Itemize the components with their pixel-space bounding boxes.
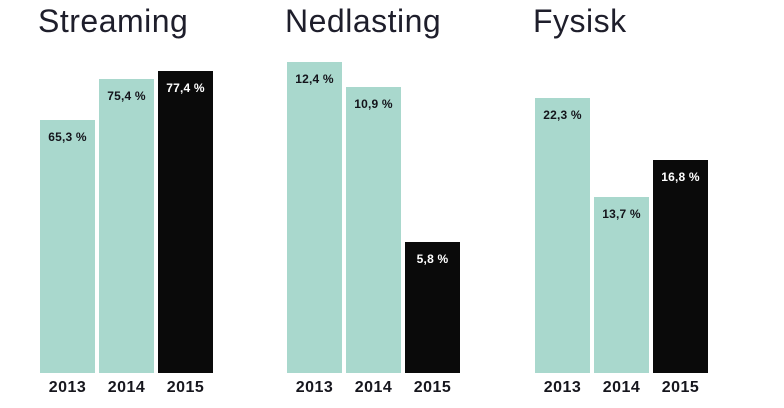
bar-nedlasting-2014: 10,9 % bbox=[346, 87, 401, 373]
bar-value-label: 77,4 % bbox=[166, 81, 205, 95]
bar-value-label: 22,3 % bbox=[543, 108, 582, 122]
bar-column-streaming-2015: 77,4 % 2015 bbox=[158, 0, 213, 408]
bar-value-label: 65,3 % bbox=[48, 130, 87, 144]
x-axis-label-2015: 2015 bbox=[166, 379, 205, 396]
bar-fysisk-2015: 16,8 % bbox=[653, 160, 708, 373]
bar-fysisk-2014: 13,7 % bbox=[594, 197, 649, 373]
group-title-nedlasting: Nedlasting bbox=[285, 3, 442, 39]
bar-value-label: 10,9 % bbox=[354, 97, 393, 111]
chart-group-nedlasting: Nedlasting 12,4 % 2013 10,9 % 2014 5,8 %… bbox=[285, 0, 460, 408]
bar-value-label: 5,8 % bbox=[416, 252, 449, 266]
bar-streaming-2014: 75,4 % bbox=[99, 79, 154, 373]
bar-column-nedlasting-2015: 5,8 % 2015 bbox=[405, 0, 460, 408]
chart-group-streaming: Streaming 65,3 % 2013 75,4 % 2014 77,4 %… bbox=[38, 0, 213, 408]
bar-column-nedlasting-2013: 12,4 % 2013 bbox=[287, 0, 342, 408]
bar-column-streaming-2013: 65,3 % 2013 bbox=[40, 0, 95, 408]
x-axis-label-2015: 2015 bbox=[661, 379, 700, 396]
x-axis-label-2015: 2015 bbox=[413, 379, 452, 396]
chart-group-fysisk: Fysisk 22,3 % 2013 13,7 % 2014 16,8 % 20… bbox=[533, 0, 708, 408]
bar-column-nedlasting-2014: 10,9 % 2014 bbox=[346, 0, 401, 408]
bar-value-label: 13,7 % bbox=[602, 207, 641, 221]
bar-value-label: 12,4 % bbox=[295, 72, 334, 86]
group-title-streaming: Streaming bbox=[38, 3, 189, 39]
x-axis-label-2014: 2014 bbox=[107, 379, 146, 396]
bar-streaming-2015: 77,4 % bbox=[158, 71, 213, 373]
x-axis-label-2014: 2014 bbox=[354, 379, 393, 396]
bar-column-streaming-2014: 75,4 % 2014 bbox=[99, 0, 154, 408]
bar-column-fysisk-2013: 22,3 % 2013 bbox=[535, 0, 590, 408]
group-title-fysisk: Fysisk bbox=[533, 3, 627, 39]
bar-nedlasting-2015: 5,8 % bbox=[405, 242, 460, 373]
x-axis-label-2013: 2013 bbox=[48, 379, 87, 396]
bar-streaming-2013: 65,3 % bbox=[40, 120, 95, 373]
x-axis-label-2013: 2013 bbox=[295, 379, 334, 396]
bar-value-label: 75,4 % bbox=[107, 89, 146, 103]
bar-nedlasting-2013: 12,4 % bbox=[287, 62, 342, 373]
bar-column-fysisk-2014: 13,7 % 2014 bbox=[594, 0, 649, 408]
x-axis-label-2013: 2013 bbox=[543, 379, 582, 396]
bar-fysisk-2013: 22,3 % bbox=[535, 98, 590, 373]
bar-value-label: 16,8 % bbox=[661, 170, 700, 184]
x-axis-label-2014: 2014 bbox=[602, 379, 641, 396]
bar-column-fysisk-2015: 16,8 % 2015 bbox=[653, 0, 708, 408]
